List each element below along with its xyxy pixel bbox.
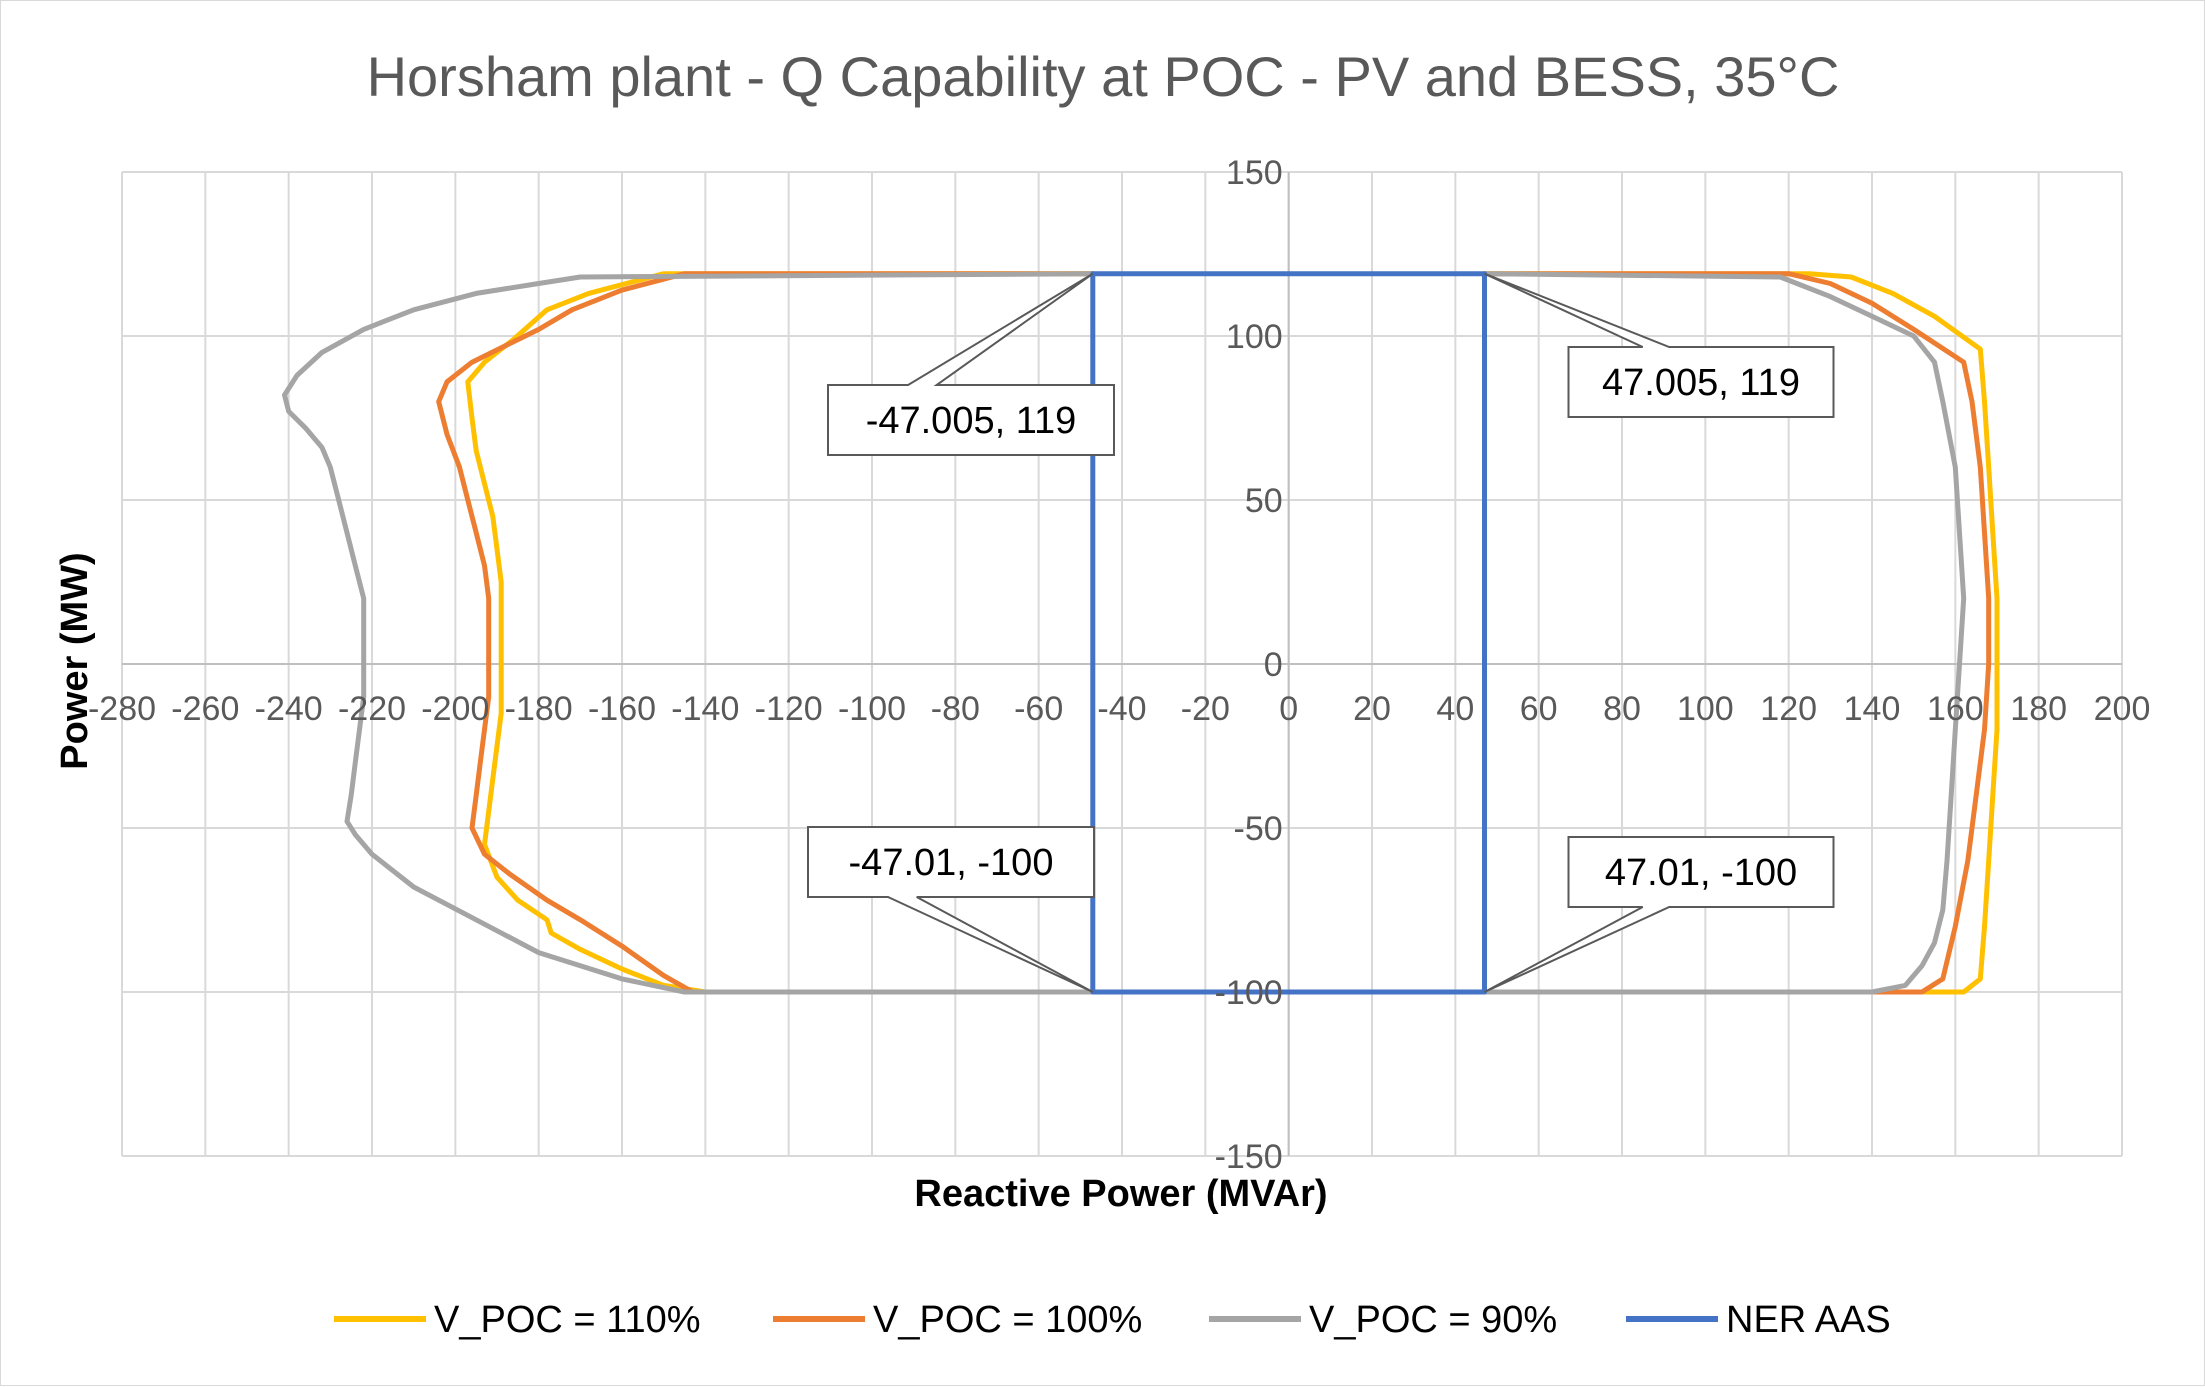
- x-tick-label: 120: [1760, 690, 1817, 728]
- x-tick-label: -220: [338, 690, 406, 728]
- y-axis-label: Power (MW): [54, 552, 96, 769]
- x-tick-label: -20: [1181, 690, 1230, 728]
- series-line: [436, 271, 1992, 995]
- x-tick-label: -200: [421, 690, 489, 728]
- x-tick-label: -60: [1014, 690, 1063, 728]
- x-tick-label: -80: [931, 690, 980, 728]
- x-tick-label: -140: [671, 690, 739, 728]
- legend-label: V_POC = 100%: [873, 1299, 1142, 1341]
- x-tick-label: -240: [255, 690, 323, 728]
- x-tick-label: 0: [1279, 690, 1298, 728]
- y-tick-label: -50: [1234, 810, 1283, 848]
- x-tick-label: -120: [755, 690, 823, 728]
- data-callout-box: [807, 826, 1095, 993]
- data-callout-box: [827, 272, 1115, 456]
- legend-label: V_POC = 110%: [434, 1299, 701, 1341]
- data-callout-box: [1484, 272, 1835, 418]
- x-tick-label: -280: [88, 690, 156, 728]
- data-callout-label: 47.005, 119: [1602, 362, 1800, 404]
- x-tick-label: 140: [1844, 690, 1901, 728]
- y-tick-label: 50: [1245, 482, 1283, 520]
- x-axis-label: Reactive Power (MVAr): [914, 1173, 1327, 1215]
- x-tick-label: 20: [1353, 690, 1391, 728]
- x-tick-label: 200: [2094, 690, 2151, 728]
- series-lines: [282, 271, 2000, 995]
- legend-label: NER AAS: [1726, 1299, 1891, 1341]
- series-line: [282, 271, 1967, 995]
- x-tick-label: -160: [588, 690, 656, 728]
- y-tick-label: 0: [1264, 646, 1283, 684]
- legend: V_POC = 110% V_POC = 100% V_POC = 90% NER A…: [334, 1299, 1891, 1341]
- data-callouts: -47.005, 119 47.005, 119 -47.01, -100 47.01…: [807, 272, 1835, 993]
- x-tick-label: 180: [2010, 690, 2067, 728]
- data-callout-label: -47.01, -100: [849, 842, 1054, 884]
- x-tick-label: 60: [1520, 690, 1558, 728]
- x-tick-label: -40: [1097, 690, 1146, 728]
- x-tick-label: 160: [1927, 690, 1984, 728]
- data-callout-label: 47.01, -100: [1605, 852, 1797, 894]
- y-tick-label: 150: [1226, 154, 1283, 192]
- x-tick-label: -180: [505, 690, 573, 728]
- y-tick-label: -100: [1215, 974, 1283, 1012]
- data-callout-box: [1484, 836, 1835, 993]
- chart-title: Horsham plant - Q Capability at POC - PV…: [367, 45, 1840, 108]
- x-tick-label: 100: [1677, 690, 1734, 728]
- x-tick-label: -260: [171, 690, 239, 728]
- legend-label: V_POC = 90%: [1309, 1299, 1557, 1341]
- y-tick-label: -150: [1215, 1138, 1283, 1176]
- x-tick-label: 80: [1603, 690, 1641, 728]
- series-line: [465, 271, 2000, 995]
- data-callout-label: -47.005, 119: [866, 400, 1077, 442]
- series-line: [1090, 271, 1487, 995]
- tick-labels: -280 -260 -240 -220 -200 -180 -160 -140 -120 -100…: [88, 154, 2150, 1176]
- x-tick-label: -100: [838, 690, 906, 728]
- y-tick-label: 100: [1226, 318, 1283, 356]
- x-tick-label: 40: [1436, 690, 1474, 728]
